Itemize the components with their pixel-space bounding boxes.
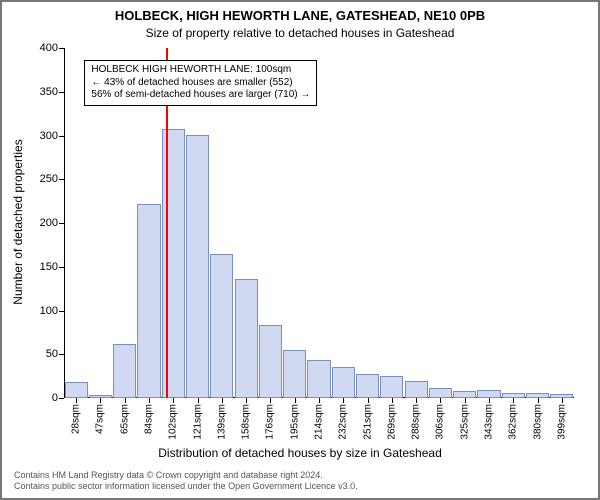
x-tick-label: 28sqm [71, 404, 82, 434]
x-tick-label: 121sqm [192, 404, 203, 440]
histogram-bar [210, 254, 233, 398]
chart-title-line2: Size of property relative to detached ho… [2, 26, 598, 40]
x-tick-mark [538, 398, 539, 403]
plot-inner: 05010015020025030035040028sqm47sqm65sqm8… [64, 48, 574, 398]
x-tick-mark [198, 398, 199, 403]
annotation-box: HOLBECK HIGH HEWORTH LANE: 100sqm← 43% o… [84, 60, 317, 106]
y-tick-mark [59, 267, 64, 268]
histogram-bar [186, 135, 209, 398]
x-tick-label: 399sqm [556, 404, 567, 440]
chart-title-line1: HOLBECK, HIGH HEWORTH LANE, GATESHEAD, N… [2, 8, 598, 23]
y-tick-mark [59, 398, 64, 399]
x-tick-mark [489, 398, 490, 403]
y-tick-label: 50 [46, 348, 58, 360]
x-tick-label: 47sqm [95, 404, 106, 434]
histogram-bar [137, 204, 160, 398]
y-tick-mark [59, 311, 64, 312]
x-tick-mark [270, 398, 271, 403]
y-tick-label: 150 [40, 261, 58, 273]
x-tick-mark [319, 398, 320, 403]
histogram-bar [307, 360, 330, 398]
x-tick-label: 251sqm [362, 404, 373, 440]
histogram-bar [380, 376, 403, 398]
y-tick-mark [59, 179, 64, 180]
plot-area: 05010015020025030035040028sqm47sqm65sqm8… [64, 48, 574, 398]
annotation-line: HOLBECK HIGH HEWORTH LANE: 100sqm [91, 64, 310, 77]
y-tick-mark [59, 223, 64, 224]
x-tick-label: 139sqm [216, 404, 227, 440]
x-tick-label: 288sqm [411, 404, 422, 440]
x-tick-mark [295, 398, 296, 403]
x-tick-mark [513, 398, 514, 403]
x-tick-label: 362sqm [508, 404, 519, 440]
footer-attribution: Contains HM Land Registry data © Crown c… [14, 470, 358, 492]
x-tick-label: 343sqm [484, 404, 495, 440]
y-axis-line [64, 48, 65, 398]
x-tick-label: 65sqm [119, 404, 130, 434]
y-tick-mark [59, 136, 64, 137]
footer-line2: Contains public sector information licen… [14, 481, 358, 492]
x-tick-mark [440, 398, 441, 403]
histogram-bar [235, 279, 258, 398]
annotation-line: 56% of semi-detached houses are larger (… [91, 89, 310, 102]
x-tick-mark [222, 398, 223, 403]
y-axis-label: Number of detached properties [11, 139, 25, 304]
y-tick-label: 0 [52, 392, 58, 404]
y-tick-label: 100 [40, 305, 58, 317]
x-tick-label: 158sqm [241, 404, 252, 440]
x-tick-mark [562, 398, 563, 403]
x-tick-label: 269sqm [386, 404, 397, 440]
histogram-bar [65, 382, 88, 398]
x-tick-mark [343, 398, 344, 403]
y-tick-label: 250 [40, 173, 58, 185]
x-tick-label: 102sqm [168, 404, 179, 440]
histogram-bar [453, 391, 476, 398]
histogram-bar [113, 344, 136, 398]
x-tick-mark [76, 398, 77, 403]
x-tick-label: 306sqm [435, 404, 446, 440]
x-tick-label: 84sqm [144, 404, 155, 434]
x-tick-mark [173, 398, 174, 403]
x-tick-mark [368, 398, 369, 403]
y-tick-label: 200 [40, 217, 58, 229]
x-tick-mark [246, 398, 247, 403]
x-tick-mark [392, 398, 393, 403]
x-tick-label: 232sqm [338, 404, 349, 440]
x-tick-mark [416, 398, 417, 403]
x-tick-mark [149, 398, 150, 403]
x-tick-label: 176sqm [265, 404, 276, 440]
histogram-bar [405, 381, 428, 398]
x-tick-label: 195sqm [289, 404, 300, 440]
x-tick-mark [465, 398, 466, 403]
x-tick-label: 214sqm [314, 404, 325, 440]
histogram-bar [356, 374, 379, 399]
histogram-bar [259, 325, 282, 399]
annotation-line: ← 43% of detached houses are smaller (55… [91, 77, 310, 90]
y-tick-label: 400 [40, 42, 58, 54]
y-tick-mark [59, 354, 64, 355]
x-tick-mark [125, 398, 126, 403]
y-tick-mark [59, 92, 64, 93]
histogram-bar [283, 350, 306, 398]
y-tick-mark [59, 48, 64, 49]
x-axis-label: Distribution of detached houses by size … [2, 446, 598, 460]
y-tick-label: 300 [40, 130, 58, 142]
y-tick-label: 350 [40, 86, 58, 98]
histogram-bar [477, 390, 500, 398]
x-tick-mark [100, 398, 101, 403]
histogram-bar [429, 388, 452, 398]
x-tick-label: 325sqm [459, 404, 470, 440]
footer-line1: Contains HM Land Registry data © Crown c… [14, 470, 358, 481]
x-tick-label: 380sqm [532, 404, 543, 440]
chart-container: { "chart": { "type": "histogram", "title… [0, 0, 600, 500]
histogram-bar [332, 367, 355, 398]
